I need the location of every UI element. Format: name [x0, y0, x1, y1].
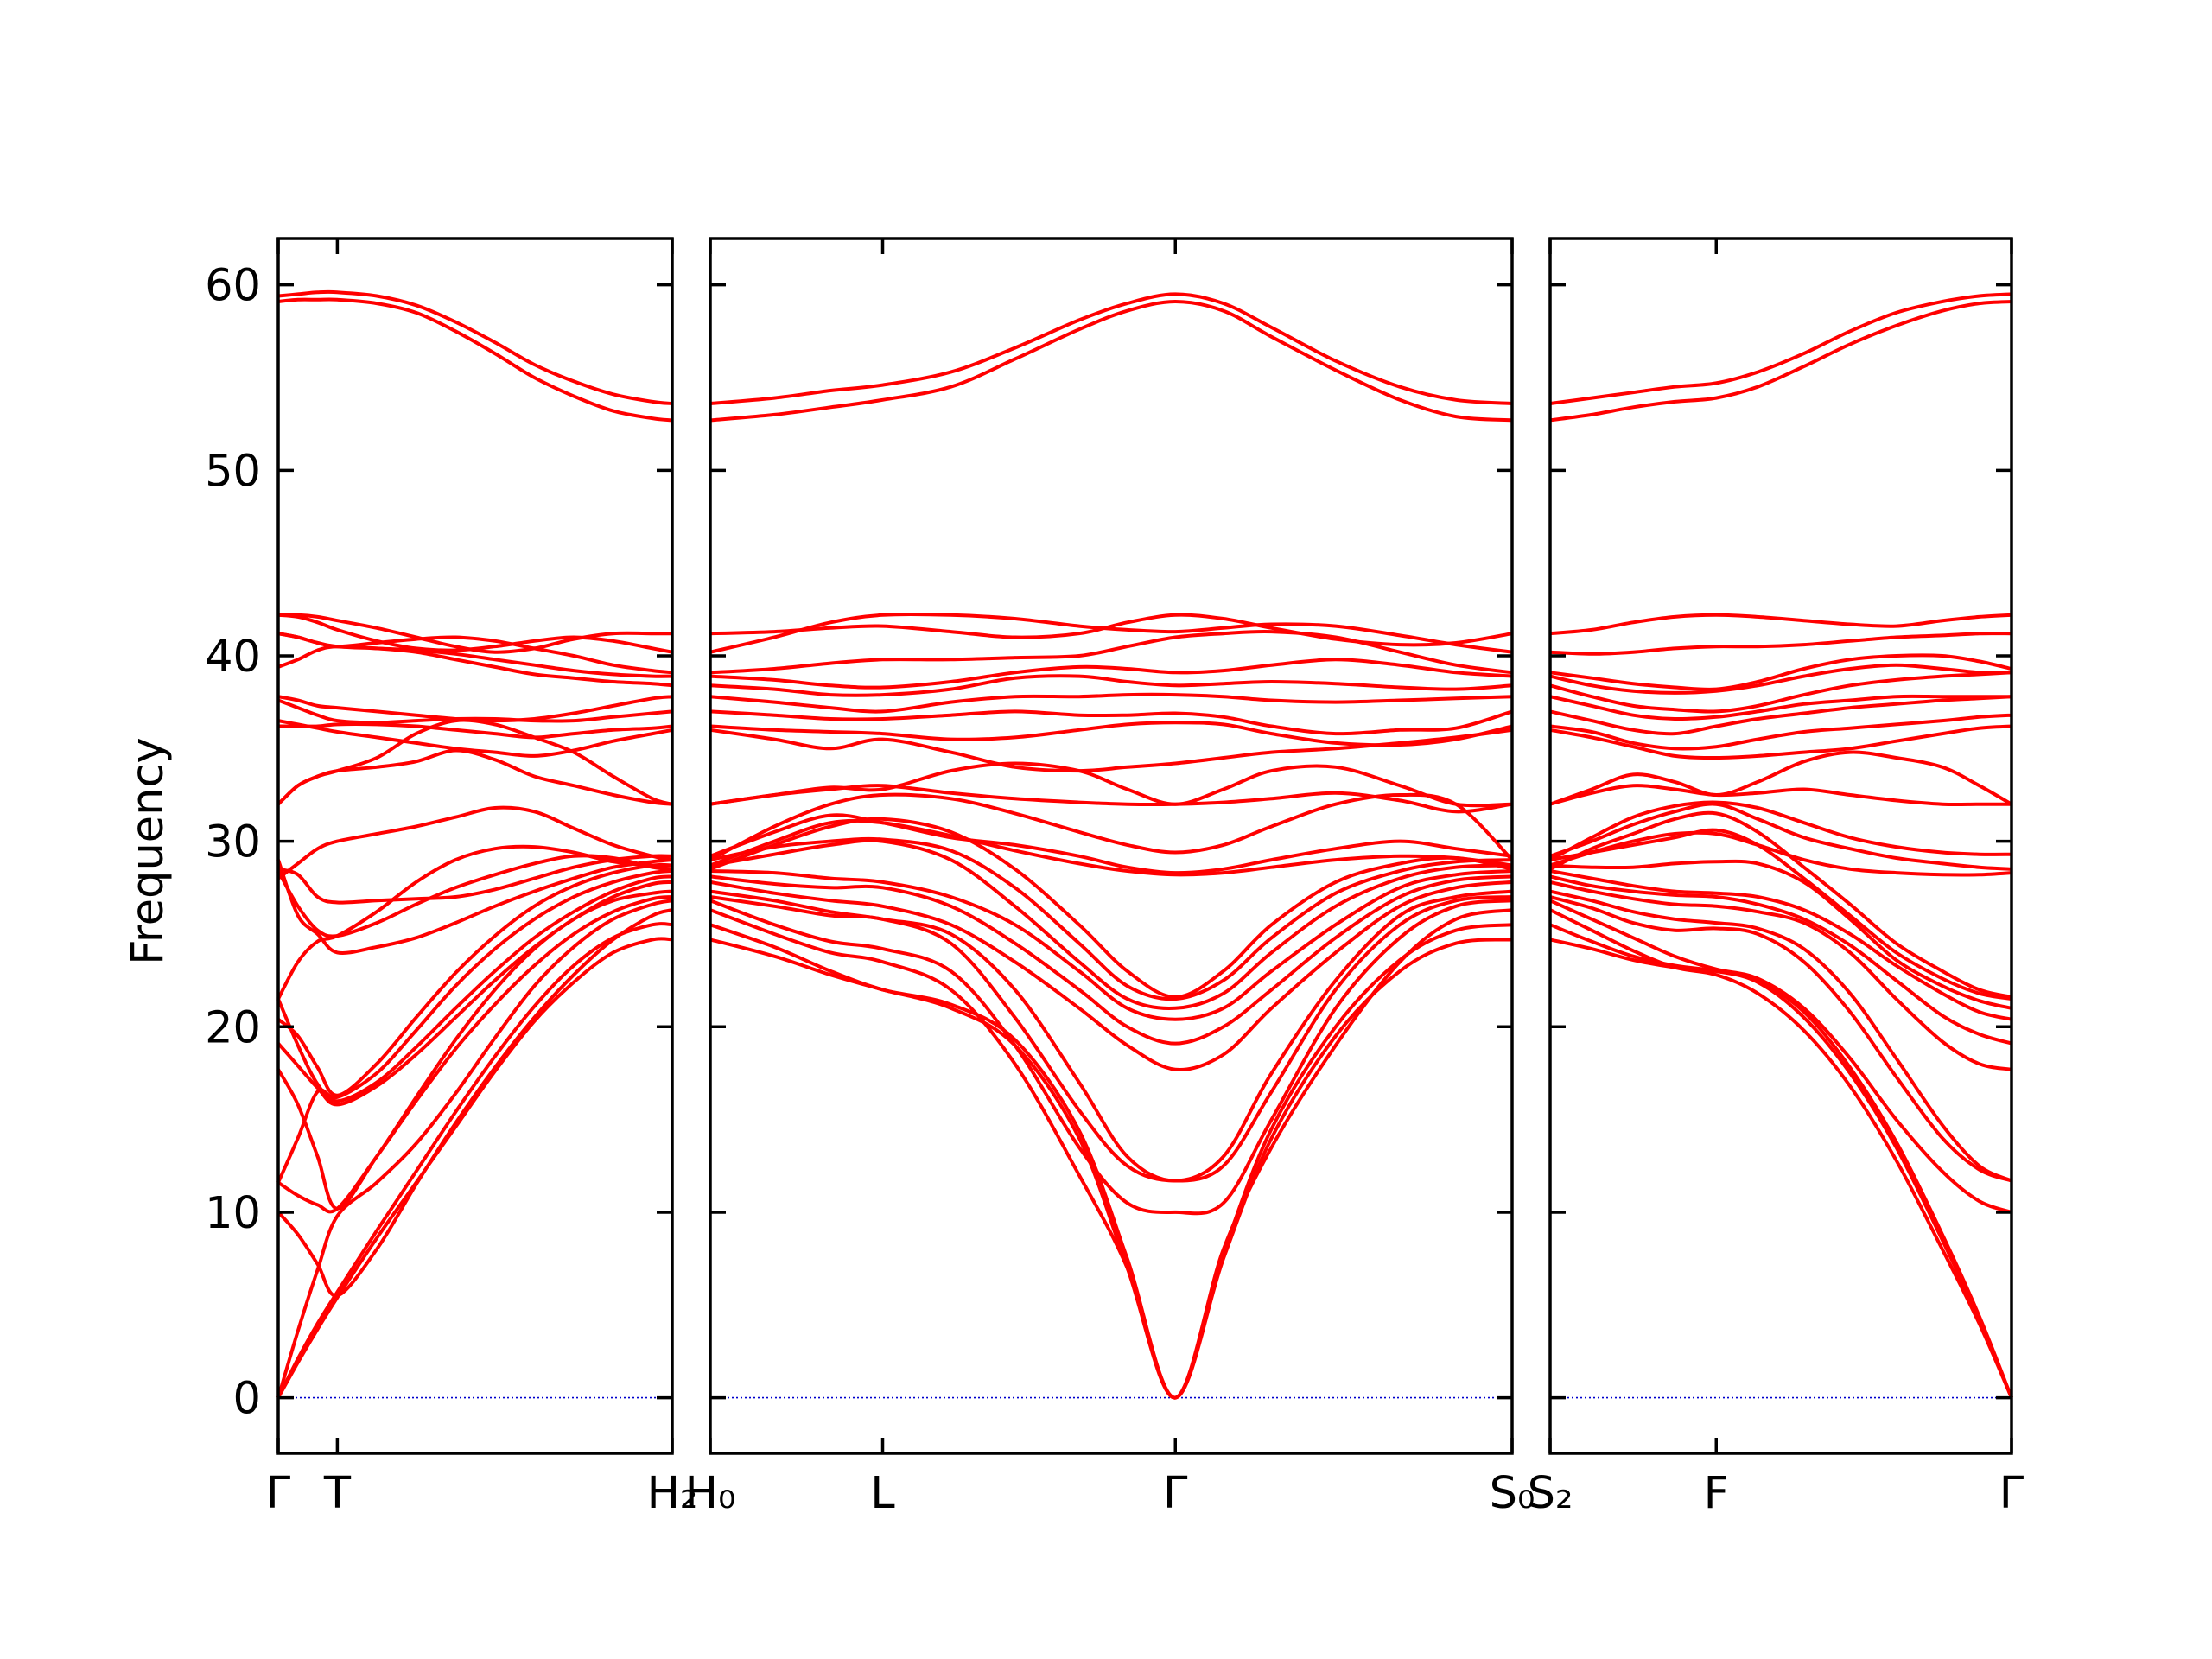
band-line-1-13	[276, 844, 673, 1001]
y-tick-label: 50	[205, 446, 261, 497]
band-line-2-28	[709, 292, 1513, 405]
band-line-3-25	[1549, 632, 2012, 656]
kpoint-label: F	[1704, 1468, 1729, 1519]
band-line-3-4	[1549, 899, 2012, 1214]
band-line-1-7	[276, 880, 673, 1107]
band-line-3-19	[1549, 713, 2012, 751]
band-line-2-15	[709, 792, 1514, 861]
kpoint-label: H₂	[647, 1468, 698, 1519]
band-line-1-11	[276, 858, 673, 955]
band-line-1-4	[276, 899, 673, 1399]
band-line-1-22	[277, 645, 673, 688]
band-line-3-20	[1549, 695, 2012, 736]
band-line-2-13	[709, 818, 1513, 877]
band-line-3-13	[1549, 830, 2012, 877]
band-line-1-19	[278, 722, 673, 740]
band-line-3-8	[1549, 874, 2012, 1046]
band-line-2-6	[709, 889, 1513, 1183]
kpoint-label: T	[323, 1468, 352, 1519]
band-line-2-9	[709, 869, 1513, 1021]
y-tick-label: 60	[205, 261, 261, 312]
band-line-1-2	[276, 922, 673, 1399]
band-line-1-14	[277, 854, 673, 905]
y-tick-label: 40	[205, 632, 261, 683]
band-line-2-10	[709, 838, 1513, 1011]
band-line-2-7	[709, 880, 1513, 1071]
band-line-3-22	[1549, 671, 2012, 714]
panel-3-frame	[1548, 237, 2013, 1455]
band-line-2-19	[709, 721, 1513, 747]
band-line-2-4	[709, 899, 1513, 1216]
band-line-2-18	[709, 728, 1513, 773]
band-line-3-2	[1549, 923, 2013, 1399]
band-line-2-25	[709, 612, 1513, 654]
band-line-3-11	[1549, 828, 2012, 1001]
band-line-2-17	[709, 761, 1513, 808]
band-line-2-23	[709, 658, 1513, 690]
band-line-3-27	[1549, 300, 2012, 423]
band-line-1-8	[276, 874, 673, 1103]
band-line-2-22	[709, 674, 1513, 697]
band-line-2-1	[709, 938, 1513, 1400]
y-tick-label: 0	[233, 1374, 261, 1425]
band-line-1-17	[276, 718, 673, 806]
band-line-3-26	[1549, 613, 2012, 636]
band-line-2-27	[709, 300, 1513, 423]
band-line-1-18	[277, 719, 673, 758]
band-line-1-1	[276, 937, 673, 1399]
band-line-1-26	[277, 613, 672, 654]
band-line-3-15	[1549, 800, 2012, 861]
kpoint-label: Γ	[266, 1468, 291, 1519]
band-line-3-3	[1549, 908, 2013, 1399]
band-line-1-6	[276, 889, 673, 1211]
y-axis-label: Frequency	[123, 737, 174, 964]
band-line-3-24	[1549, 653, 2012, 691]
band-line-2-20	[709, 709, 1513, 736]
band-line-1-28	[277, 289, 673, 405]
kpoint-label: H₀	[685, 1468, 736, 1519]
y-tick-label: 30	[205, 817, 261, 868]
band-line-3-28	[1549, 292, 2012, 405]
band-line-3-10	[1549, 859, 2012, 1010]
band-line-3-16	[1549, 784, 2012, 807]
panel-1-frame	[276, 237, 674, 1455]
band-line-3-21	[1549, 694, 2012, 721]
band-line-3-1	[1549, 938, 2013, 1399]
band-line-2-26	[709, 613, 1513, 647]
band-line-3-23	[1549, 663, 2012, 695]
y-tick-label: 20	[205, 1002, 261, 1053]
band-line-3-17	[1549, 750, 2013, 806]
band-line-3-18	[1549, 724, 2012, 760]
band-line-1-12	[276, 854, 673, 938]
band-line-1-24	[277, 632, 673, 675]
kpoint-label: S₂	[1528, 1468, 1573, 1519]
y-tick-label: 10	[205, 1188, 261, 1239]
band-line-2-3	[709, 908, 1513, 1400]
band-line-1-10	[276, 862, 673, 1097]
kpoint-label: Γ	[1999, 1468, 2024, 1519]
band-line-2-24	[709, 629, 1513, 675]
band-line-2-14	[709, 813, 1513, 875]
band-line-2-11	[709, 836, 1513, 1001]
band-line-3-7	[1549, 880, 2012, 1071]
band-line-1-25	[277, 613, 673, 654]
band-line-1-5	[276, 895, 673, 1214]
band-line-1-15	[276, 805, 673, 880]
band-line-3-14	[1549, 802, 2012, 871]
band-line-3-5	[1549, 895, 2012, 1183]
band-line-1-21	[277, 695, 673, 723]
band-line-3-6	[1549, 889, 2012, 1183]
band-line-3-12	[1549, 810, 2012, 999]
panel-2-frame	[709, 237, 1514, 1455]
band-line-1-27	[277, 297, 673, 423]
band-line-2-21	[709, 692, 1513, 714]
band-line-1-9	[276, 869, 673, 1184]
band-line-3-9	[1549, 869, 2012, 1021]
band-line-2-8	[709, 874, 1513, 1046]
band-line-2-16	[709, 784, 1513, 814]
kpoint-label: L	[870, 1468, 895, 1519]
kpoint-label: S₀	[1490, 1468, 1535, 1519]
kpoint-label: Γ	[1163, 1468, 1188, 1519]
